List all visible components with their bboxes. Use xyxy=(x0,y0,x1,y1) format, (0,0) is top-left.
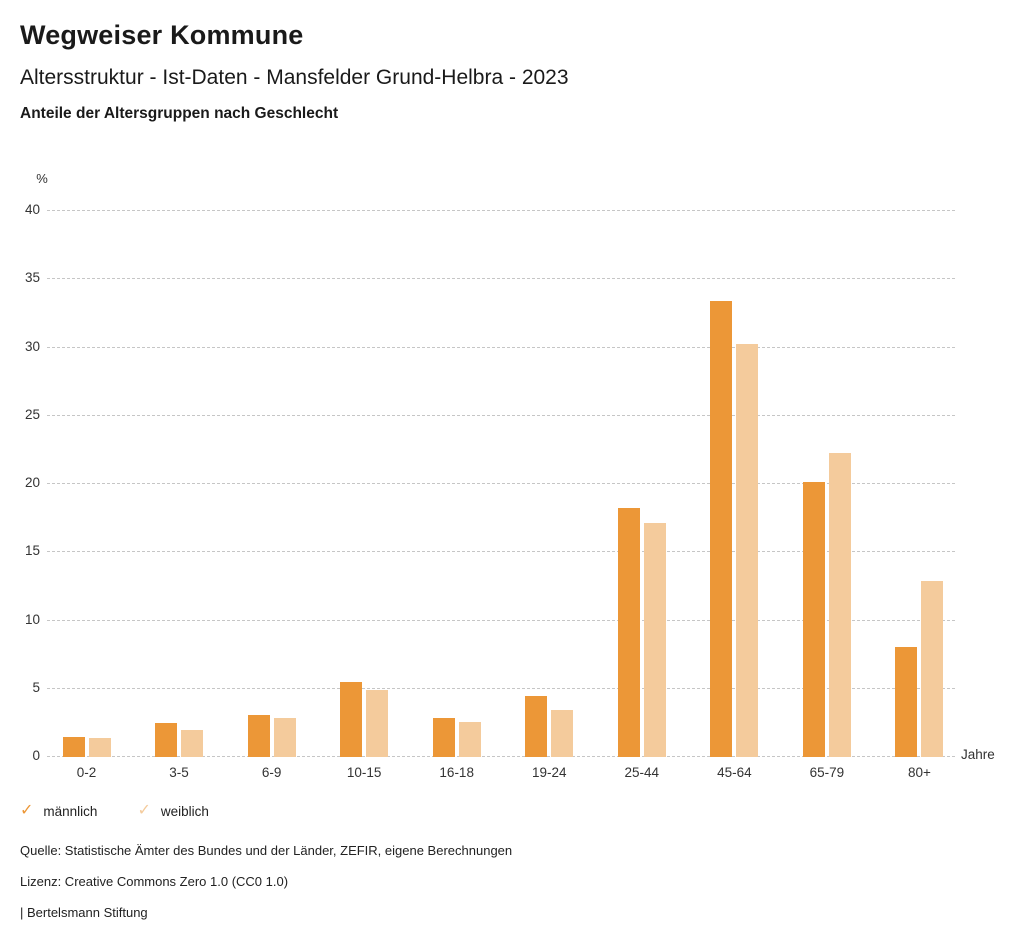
y-tick-label-15: 15 xyxy=(24,543,40,559)
gridline-25 xyxy=(47,414,955,416)
chart-legend: ✓ männlich ✓ weiblich xyxy=(20,802,249,820)
x-tick-label-3-5: 3-5 xyxy=(169,765,189,780)
chart-title: Anteile der Altersgruppen nach Geschlech… xyxy=(20,105,339,122)
x-tick-label-45-64: 45-64 xyxy=(717,765,752,780)
x-tick-label-65-79: 65-79 xyxy=(809,765,845,780)
check-icon: ✓ xyxy=(137,802,151,819)
bar-männlich-10-15 xyxy=(340,682,363,757)
bar-weiblich-16-18 xyxy=(458,721,481,757)
bar-männlich-3-5 xyxy=(155,723,178,757)
y-tick-label-5: 5 xyxy=(32,679,40,695)
x-tick-label-0-2: 0-2 xyxy=(76,765,97,780)
bar-männlich-19-24 xyxy=(525,695,548,757)
bar-weiblich-25-44 xyxy=(643,522,666,757)
bar-männlich-65-79 xyxy=(802,481,825,757)
legend-item-maennlich[interactable]: ✓ männlich xyxy=(20,802,97,820)
x-tick-label-6-9: 6-9 xyxy=(261,765,282,780)
page-subtitle: Altersstruktur - Ist-Daten - Mansfelder … xyxy=(20,66,569,89)
legend-label: weiblich xyxy=(160,803,209,819)
y-tick-label-10: 10 xyxy=(24,611,40,627)
bar-weiblich-10-15 xyxy=(366,690,389,757)
y-tick-label-30: 30 xyxy=(24,338,40,354)
bar-weiblich-65-79 xyxy=(828,452,851,757)
y-tick-label-40: 40 xyxy=(24,202,40,217)
y-axis-unit-label: % xyxy=(36,171,48,186)
y-tick-label-0: 0 xyxy=(32,748,40,763)
gridline-30 xyxy=(47,346,955,348)
gridline-20 xyxy=(47,483,955,484)
x-tick-label-80+: 80+ xyxy=(907,765,931,780)
bar-männlich-16-18 xyxy=(432,717,455,757)
bar-weiblich-80+ xyxy=(921,581,944,757)
license-text: Lizenz: Creative Commons Zero 1.0 (CC0 1… xyxy=(20,874,289,889)
x-tick-label-19-24: 19-24 xyxy=(531,765,567,780)
attribution-text: | Bertelsmann Stiftung xyxy=(20,905,148,920)
bar-weiblich-19-24 xyxy=(551,709,574,757)
gridline-35 xyxy=(47,278,955,280)
source-text: Quelle: Statistische Ämter des Bundes un… xyxy=(20,843,513,858)
gridline-10 xyxy=(47,619,955,621)
gridline-5 xyxy=(47,687,955,689)
gridline-40 xyxy=(47,210,955,211)
bar-männlich-6-9 xyxy=(247,715,270,757)
gridline-0 xyxy=(47,756,955,757)
y-tick-label-20: 20 xyxy=(24,475,40,490)
y-tick-label-25: 25 xyxy=(24,406,40,422)
legend-label: männlich xyxy=(43,803,98,819)
x-tick-label-10-15: 10-15 xyxy=(346,765,382,780)
page-title: Wegweiser Kommune xyxy=(20,20,304,50)
bar-weiblich-6-9 xyxy=(273,717,296,757)
x-axis-unit-label: Jahre xyxy=(961,747,995,762)
bar-weiblich-3-5 xyxy=(181,730,204,757)
y-tick-label-35: 35 xyxy=(24,270,40,286)
gridline-15 xyxy=(47,551,955,553)
bar-männlich-0-2 xyxy=(62,736,85,757)
bar-männlich-80+ xyxy=(895,646,918,757)
bar-männlich-45-64 xyxy=(710,301,733,757)
x-tick-label-16-18: 16-18 xyxy=(439,765,474,780)
bar-weiblich-45-64 xyxy=(736,343,759,757)
check-icon: ✓ xyxy=(20,802,34,819)
legend-item-weiblich[interactable]: ✓ weiblich xyxy=(137,802,208,820)
x-tick-label-25-44: 25-44 xyxy=(624,765,660,780)
bar-weiblich-0-2 xyxy=(88,738,111,757)
bar-männlich-25-44 xyxy=(617,507,640,757)
